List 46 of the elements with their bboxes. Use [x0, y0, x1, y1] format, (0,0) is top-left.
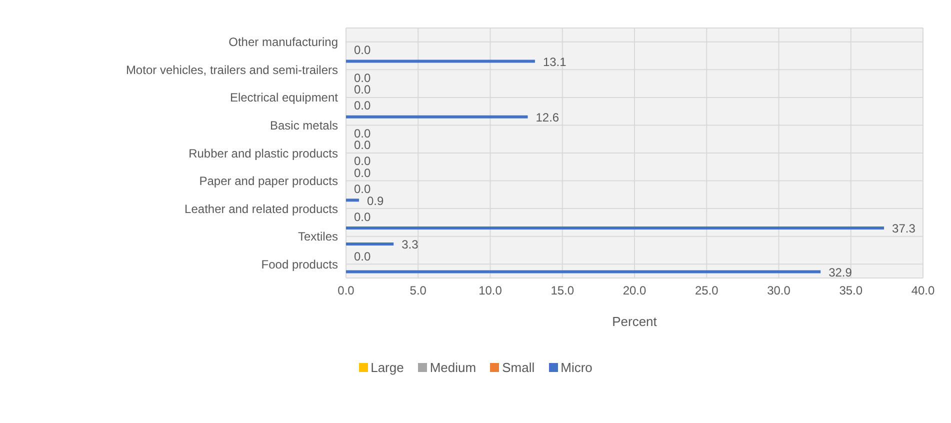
y-tick-label: Electrical equipment — [230, 90, 339, 105]
bar — [346, 226, 884, 230]
data-label: 0.0 — [354, 126, 372, 140]
data-label: 3.3 — [402, 238, 419, 252]
bar — [346, 270, 821, 274]
bar — [346, 198, 359, 202]
y-tick-label: Basic metals — [270, 118, 338, 132]
y-tick-label: Rubber and plastic products — [188, 146, 338, 160]
data-label: 0.0 — [354, 154, 372, 168]
x-tick-label: 10.0 — [478, 284, 502, 298]
y-tick-label: Food products — [261, 257, 338, 272]
data-label: 0.0 — [354, 210, 372, 224]
data-label: 0.0 — [354, 249, 372, 264]
y-tick-label: Other manufacturing — [228, 35, 338, 50]
x-tick-label: 30.0 — [767, 284, 791, 298]
data-label: 0.0 — [354, 166, 372, 180]
data-label: 0.0 — [354, 182, 372, 196]
legend-label: Small — [502, 360, 535, 375]
legend-label: Micro — [560, 360, 592, 375]
data-label: 37.3 — [892, 222, 916, 236]
x-axis-title: Percent — [612, 314, 658, 329]
y-tick-label: Motor vehicles, trailers and semi-trailers — [126, 62, 338, 77]
x-tick-label: 35.0 — [839, 284, 863, 298]
y-tick-label: Paper and paper products — [199, 174, 338, 188]
data-label: 0.0 — [354, 70, 372, 85]
x-tick-label: 25.0 — [694, 284, 719, 298]
y-tick-label: Leather and related products — [184, 202, 338, 216]
data-label: 13.1 — [542, 54, 567, 69]
x-tick-label: 15.0 — [550, 284, 574, 298]
x-tick-label: 5.0 — [410, 284, 427, 298]
data-label: 0.0 — [354, 82, 372, 97]
bar — [346, 242, 394, 246]
bar — [346, 115, 528, 118]
x-tick-label: 40.0 — [911, 284, 935, 298]
legend-label: Large — [370, 360, 404, 375]
data-label: 0.0 — [354, 98, 372, 113]
data-label: 12.6 — [536, 110, 560, 124]
data-label: 0.9 — [366, 194, 384, 208]
y-tick-label: Textiles — [298, 230, 338, 244]
x-tick-label: 0.0 — [338, 284, 355, 298]
data-label: 0.0 — [354, 43, 372, 58]
x-tick-label: 20.0 — [622, 284, 646, 298]
legend-label: Medium — [430, 360, 476, 375]
data-label: 0.0 — [354, 138, 372, 152]
data-label: 32.9 — [828, 265, 852, 280]
bar — [346, 60, 535, 63]
